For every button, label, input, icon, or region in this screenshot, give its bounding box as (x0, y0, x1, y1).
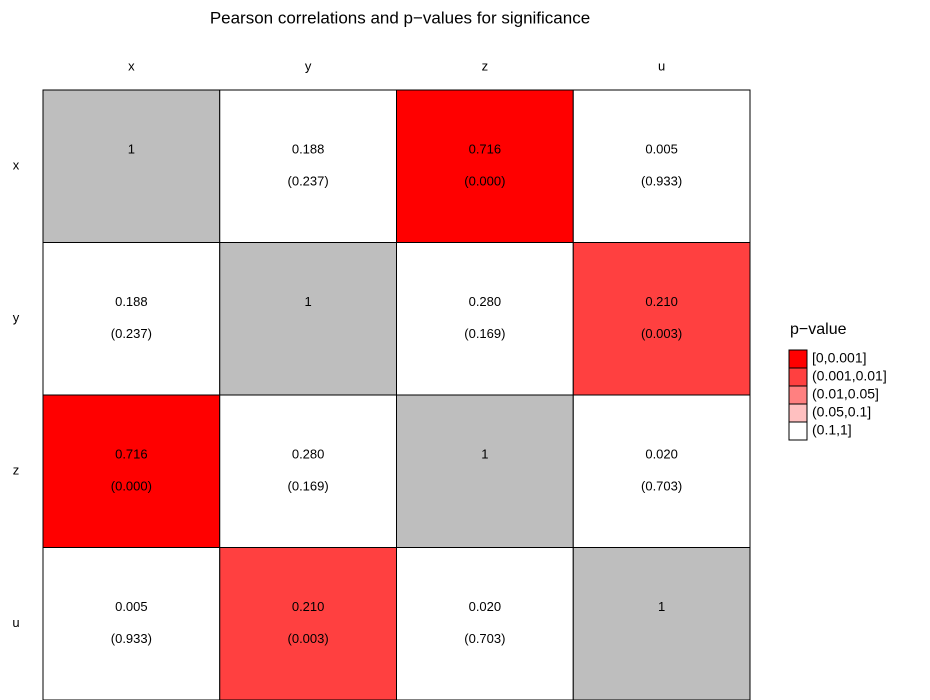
correlation-label: 0.020 (645, 447, 678, 462)
chart-title: Pearson correlations and p−values for si… (210, 8, 590, 27)
p-value-label: (0.169) (288, 479, 329, 494)
p-value-label: (0.237) (111, 326, 152, 341)
legend-label: (0.001,0.01] (812, 368, 887, 384)
column-label: z (482, 58, 489, 73)
legend-swatch (788, 349, 808, 369)
correlation-label: 0.280 (292, 447, 325, 462)
cell (219, 242, 397, 396)
p-value-label: (0.003) (288, 631, 329, 646)
correlation-label: 0.210 (292, 599, 325, 614)
legend-swatch (788, 403, 808, 423)
legend-label: [0,0.001] (812, 350, 867, 366)
cell (572, 89, 751, 243)
p-value-label: (0.000) (111, 479, 152, 494)
p-value-label: (0.933) (641, 174, 682, 189)
cell (572, 394, 751, 548)
cell (396, 89, 574, 243)
cell (396, 242, 574, 396)
column-label: u (658, 58, 665, 73)
cell (219, 89, 397, 243)
legend-title: p−value (790, 321, 847, 338)
p-value-label: (0.933) (111, 631, 152, 646)
cell (42, 242, 221, 396)
legend-swatch (788, 385, 808, 405)
correlation-label: 1 (305, 294, 312, 309)
correlation-label: 0.005 (645, 142, 678, 157)
p-value-label: (0.703) (641, 479, 682, 494)
correlation-label: 0.005 (115, 599, 148, 614)
cell (42, 547, 221, 700)
row-label: x (13, 158, 20, 173)
correlation-label: 0.716 (469, 142, 502, 157)
correlation-label: 0.210 (645, 294, 678, 309)
legend-swatch (788, 421, 808, 441)
row-label: y (13, 310, 20, 325)
correlation-label: 0.280 (469, 294, 502, 309)
p-value-label: (0.237) (288, 174, 329, 189)
column-label: y (305, 58, 312, 73)
correlation-label: 0.188 (115, 294, 148, 309)
legend-swatch (788, 367, 808, 387)
correlation-label: 1 (481, 447, 488, 462)
p-value-label: (0.703) (464, 631, 505, 646)
cell (572, 547, 751, 700)
legend-label: (0.05,0.1] (812, 404, 871, 420)
column-label: x (128, 58, 135, 73)
row-label: u (12, 615, 19, 630)
correlation-label: 0.188 (292, 142, 325, 157)
correlation-label: 0.020 (469, 599, 502, 614)
correlation-label: 1 (128, 142, 135, 157)
p-value-label: (0.003) (641, 326, 682, 341)
p-value-label: (0.169) (464, 326, 505, 341)
cell (42, 89, 221, 243)
correlation-label: 1 (658, 599, 665, 614)
correlation-label: 0.716 (115, 447, 148, 462)
cell (219, 394, 397, 548)
cell (396, 394, 574, 548)
p-value-label: (0.000) (464, 174, 505, 189)
cell (572, 242, 751, 396)
cell (42, 394, 221, 548)
cell (219, 547, 397, 700)
legend-label: (0.1,1] (812, 422, 852, 438)
legend-label: (0.01,0.05] (812, 386, 879, 402)
row-label: z (13, 463, 20, 478)
cell (396, 547, 574, 700)
